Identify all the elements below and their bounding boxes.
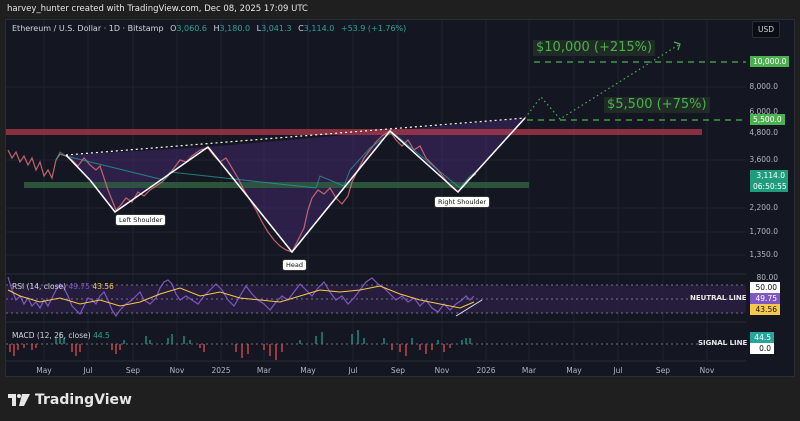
rsi-tick: 80.00 xyxy=(756,273,778,282)
time-tick: Nov xyxy=(434,366,450,375)
left-shoulder-label: Left Shoulder xyxy=(115,214,167,226)
time-tick: Jul xyxy=(83,366,93,375)
price-tick: 1,700.0 xyxy=(749,227,778,236)
chart-credit: harvey_hunter created with TradingView.c… xyxy=(7,4,308,14)
target-10000-badge: 10,000.0 xyxy=(750,56,790,67)
last-price-badge: 3,114.0 06:50:55 xyxy=(750,170,788,192)
symbol-name: Ethereum / U.S. Dollar · 1D · Bitstamp xyxy=(12,24,164,33)
projected-path xyxy=(524,43,681,120)
tradingview-logo[interactable]: TradingView xyxy=(8,392,132,408)
time-tick: May xyxy=(300,366,316,375)
price-tick: 8,000.0 xyxy=(749,82,778,91)
macd-title[interactable]: MACD (12, 26, close) 44.5 xyxy=(12,331,110,340)
open-value: 3,060.6 xyxy=(176,24,207,33)
price-tick: 6,000.0 xyxy=(749,107,778,116)
brand-name: TradingView xyxy=(35,392,132,408)
time-tick: Mar xyxy=(521,366,537,375)
neckline xyxy=(65,117,526,156)
time-tick: Sep xyxy=(655,366,671,375)
target-low-label: $5,500 (+75%) xyxy=(604,97,710,113)
price-tick: 1,350.0 xyxy=(749,250,778,259)
time-tick: Nov xyxy=(169,366,185,375)
price-tick: 3,600.0 xyxy=(749,155,778,164)
support-zone xyxy=(24,182,529,188)
target-5500-badge: 5,500.0 xyxy=(750,114,785,125)
time-tick: Jul xyxy=(348,366,358,375)
time-tick: Jul xyxy=(613,366,623,375)
high-value: 3,180.0 xyxy=(219,24,251,33)
macd-histogram xyxy=(9,330,471,360)
time-tick: Nov xyxy=(699,366,715,375)
right-shoulder-label: Right Shoulder xyxy=(434,196,491,208)
rsi-line xyxy=(7,276,475,318)
price-chart[interactable] xyxy=(6,20,746,365)
time-tick: 2026 xyxy=(476,366,496,375)
price-tick: 2,200.0 xyxy=(749,203,778,212)
neutral-line-label: NEUTRAL LINE xyxy=(690,294,747,302)
rsi-value-badge: 49.75 xyxy=(750,293,780,304)
time-tick: May xyxy=(566,366,582,375)
time-tick: 2025 xyxy=(211,366,231,375)
time-tick: May xyxy=(36,366,52,375)
rsi-ma-line xyxy=(7,285,475,309)
bar-countdown: 06:50:55 xyxy=(753,182,787,191)
rsi-ma-badge: 43.56 xyxy=(750,304,780,315)
rsi-50-badge: 50.00 xyxy=(750,282,780,293)
symbol-legend[interactable]: Ethereum / U.S. Dollar · 1D · Bitstamp O… xyxy=(12,24,407,33)
head-label: Head xyxy=(282,259,307,271)
target-high-label: $10,000 (+215%) xyxy=(533,40,656,56)
resistance-zone xyxy=(6,129,702,135)
macd-zero-badge: 0.0 xyxy=(750,343,774,354)
rsi-title[interactable]: RSI (14, close) 49.75 43.56 xyxy=(12,282,114,291)
pattern-line xyxy=(89,117,526,254)
currency-button[interactable]: USD xyxy=(752,21,780,38)
time-tick: Sep xyxy=(125,366,141,375)
signal-line-label: SIGNAL LINE xyxy=(698,339,748,347)
price-tick: 4,800.0 xyxy=(749,128,778,137)
time-tick: Mar xyxy=(256,366,272,375)
change-value: +53.9 (+1.76%) xyxy=(340,24,407,33)
macd-value-badge: 44.5 xyxy=(750,332,774,343)
tradingview-logo-icon xyxy=(8,394,30,406)
close-value: 3,114.0 xyxy=(303,24,335,33)
time-tick: Sep xyxy=(390,366,406,375)
low-value: 3,041.3 xyxy=(261,24,292,33)
